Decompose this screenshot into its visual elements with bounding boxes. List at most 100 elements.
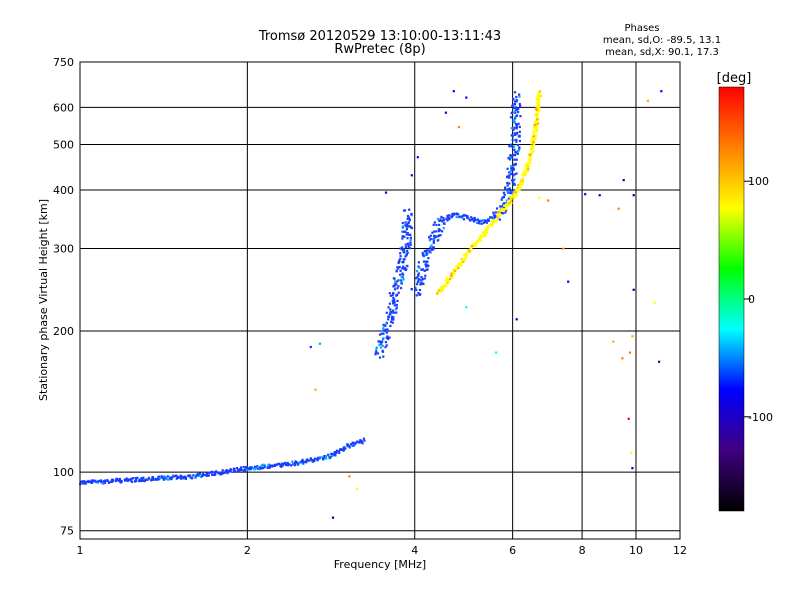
data-point <box>83 480 86 483</box>
data-point <box>535 101 538 104</box>
data-point <box>502 206 505 209</box>
data-point <box>508 145 511 148</box>
data-point <box>225 469 228 472</box>
data-point <box>393 298 396 301</box>
data-point <box>432 238 435 241</box>
data-point <box>506 190 509 193</box>
data-point <box>396 266 399 269</box>
data-point <box>525 166 528 169</box>
data-point <box>422 282 425 286</box>
y-tick-label: 300 <box>53 243 74 256</box>
data-point <box>473 216 476 220</box>
data-point <box>386 335 389 338</box>
data-point <box>428 249 431 252</box>
data-point <box>457 126 460 129</box>
data-point <box>404 255 407 258</box>
data-point <box>400 281 403 284</box>
data-point <box>476 218 479 221</box>
data-point <box>441 220 444 223</box>
data-point <box>547 199 550 202</box>
data-point <box>529 156 532 159</box>
data-point <box>514 100 517 103</box>
data-point <box>166 475 170 478</box>
data-point <box>515 140 518 143</box>
data-point <box>197 474 201 477</box>
data-point <box>598 194 601 197</box>
data-point <box>97 480 100 483</box>
data-point <box>567 280 570 283</box>
data-point <box>425 265 428 268</box>
data-point <box>427 257 430 260</box>
data-point <box>400 261 403 264</box>
data-point <box>352 441 355 445</box>
data-point <box>401 237 404 240</box>
data-point <box>403 268 406 271</box>
data-point <box>428 236 431 239</box>
data-point <box>526 165 529 168</box>
data-point <box>512 168 515 171</box>
data-point <box>628 351 632 354</box>
data-point <box>518 93 521 96</box>
data-point <box>496 218 499 221</box>
data-point <box>621 357 624 360</box>
data-point <box>221 472 224 475</box>
data-point <box>410 288 413 291</box>
y-tick-label: 600 <box>53 101 74 114</box>
data-point <box>318 342 321 345</box>
data-point <box>406 223 409 226</box>
x-tick-label: 6 <box>509 544 516 557</box>
data-point <box>515 194 518 197</box>
data-point <box>433 221 436 224</box>
data-point <box>464 214 467 217</box>
data-point <box>532 131 535 134</box>
data-point <box>436 239 439 242</box>
data-point <box>514 162 517 165</box>
data-point <box>519 105 522 108</box>
data-point <box>393 304 396 307</box>
data-point <box>436 292 439 295</box>
data-point <box>401 230 404 233</box>
data-point <box>277 462 280 465</box>
data-point <box>513 132 516 135</box>
data-point <box>455 216 458 219</box>
data-point <box>531 147 534 150</box>
data-point <box>622 179 625 182</box>
data-point <box>534 114 537 117</box>
data-point <box>272 464 275 467</box>
data-point <box>510 127 513 130</box>
data-point <box>538 90 542 93</box>
data-point <box>423 277 426 280</box>
data-point <box>444 279 447 282</box>
data-point <box>363 439 366 442</box>
data-point <box>382 332 385 335</box>
colorbar: [deg] 100 0 -100 <box>717 71 773 512</box>
data-point <box>515 138 518 141</box>
data-point <box>266 466 269 469</box>
data-point <box>495 351 498 354</box>
data-point <box>402 261 405 264</box>
data-point <box>407 233 410 236</box>
title-group: Tromsø 20120529 13:10:00-13:11:43 RwPret… <box>258 29 501 57</box>
data-point <box>400 275 403 279</box>
data-point <box>393 301 396 304</box>
data-point <box>536 105 539 108</box>
data-point <box>302 462 305 465</box>
data-point <box>404 230 407 233</box>
data-point <box>456 212 459 215</box>
data-point <box>429 246 432 249</box>
data-point <box>323 455 326 458</box>
data-point <box>479 237 482 240</box>
data-point <box>477 219 481 222</box>
colorbar-tick-label: 0 <box>748 293 755 306</box>
data-point <box>399 273 402 276</box>
data-point <box>406 217 409 220</box>
data-point <box>445 217 448 220</box>
data-point <box>473 220 476 223</box>
phases-line-o: mean, sd,O: -89.5, 13.1 <box>603 35 721 46</box>
data-point <box>301 460 304 463</box>
data-point <box>418 288 421 292</box>
data-point <box>450 272 453 275</box>
data-point <box>87 480 90 484</box>
data-point <box>215 470 218 473</box>
